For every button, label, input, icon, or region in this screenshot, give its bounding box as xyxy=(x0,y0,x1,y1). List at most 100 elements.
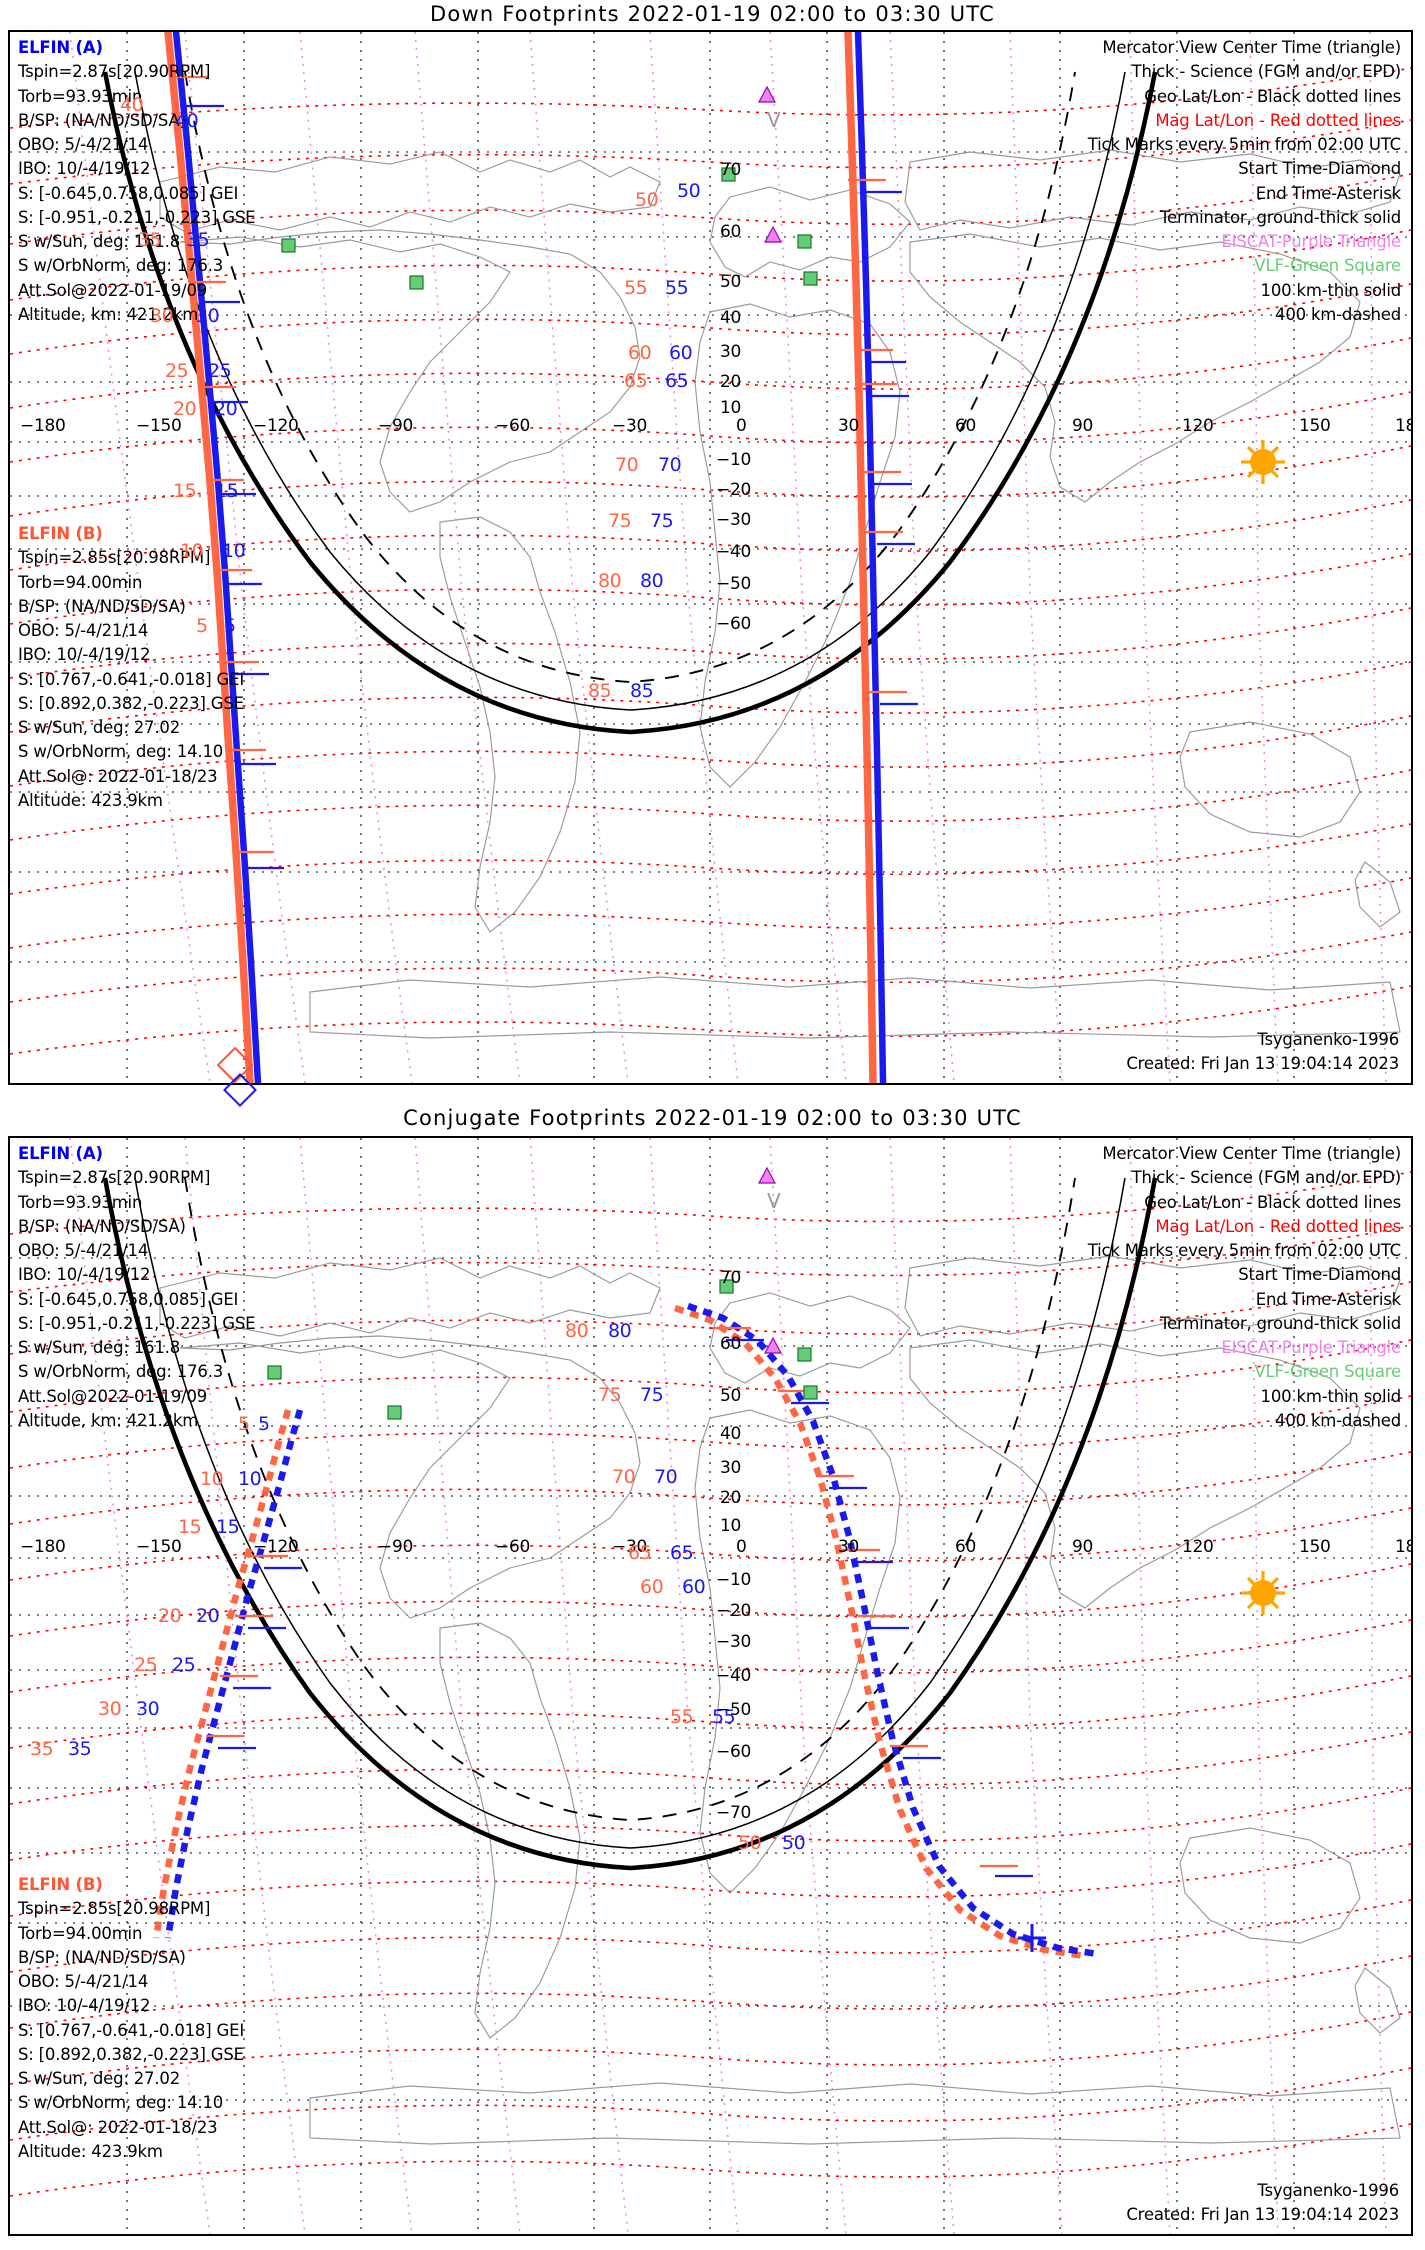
elfin-a-track-right xyxy=(854,32,887,1083)
lon-tick-conj-30: 30 xyxy=(838,1537,860,1557)
lat-tick-20: 20 xyxy=(720,372,742,392)
time-label-b-50: 50 xyxy=(635,189,659,211)
lat-tick--10: −10 xyxy=(716,450,751,470)
lat-tick-conj-50: 50 xyxy=(720,1386,742,1406)
elfin-b-header-conj: ELFIN (B) xyxy=(18,1875,103,1894)
time-label-conj-a-60: 60 xyxy=(682,1576,706,1598)
elfin-b-conj-line-6: S: [0.892,0.382,-0.223] GSE xyxy=(18,2044,244,2064)
lat-tick-10: 10 xyxy=(720,398,742,418)
lat-tick-conj--30: −30 xyxy=(716,1632,751,1652)
elfin-b-conj-line-5: S: [0.767,-0.641,-0.018] GEI xyxy=(18,2020,244,2040)
time-label-conj-b-5: 5 xyxy=(238,1413,250,1435)
lat-tick-70: 70 xyxy=(720,160,742,180)
lon-tick--120: −120 xyxy=(253,416,299,436)
time-label-conj-b-25: 25 xyxy=(134,1654,158,1676)
terminator-400km-line-conj xyxy=(184,1177,1076,1821)
elfin-b-conj-line-10: Altitude: 423.9km xyxy=(18,2141,163,2161)
lon-tick-conj--150: −150 xyxy=(136,1537,182,1557)
legend-conj-item-8: EISCAT-Purple Triangle xyxy=(1221,1338,1401,1357)
page-title-conj: Conjugate Footprints 2022-01-19 02:00 to… xyxy=(403,1106,1022,1130)
time-label-a-55: 55 xyxy=(665,277,689,299)
terminator-ground-line-conj xyxy=(102,1177,1158,1871)
time-label-b-25: 25 xyxy=(165,360,189,382)
lat-tick--50: −50 xyxy=(716,574,751,594)
lon-tick-30: 30 xyxy=(838,416,860,436)
legend-item-11: 400 km-dashed xyxy=(1275,304,1401,324)
elfin-b-info-block-conj: ELFIN (B) Tspin=2.85s[20.98RPM] Torb=94.… xyxy=(18,1873,244,2164)
lat-tick-conj-70: 70 xyxy=(720,1268,742,1288)
legend-conj-item-11: 400 km-dashed xyxy=(1275,1410,1401,1430)
time-label-conj-b-15: 15 xyxy=(178,1516,202,1538)
time-label-conj-a-50: 50 xyxy=(782,1832,806,1854)
lon-tick-conj--60: −60 xyxy=(495,1537,530,1557)
model-name-conj: Tsyganenko-1996 xyxy=(1257,2180,1399,2200)
time-label-conj-a-10: 10 xyxy=(238,1468,262,1490)
elfin-a-line-5: S: [-0.645,0.758,0.085] GEI xyxy=(18,183,239,203)
lon-tick--30: −30 xyxy=(612,416,647,436)
time-label-b-65: 65 xyxy=(624,370,648,392)
lat-tick--40: −40 xyxy=(716,542,751,562)
time-label-a-5: 5 xyxy=(224,615,236,637)
lat-tick-conj--20: −20 xyxy=(716,1601,751,1621)
created-stamp-conj: Created: Fri Jan 13 19:04:14 2023 xyxy=(1126,2205,1399,2225)
elfin-b-line-7: S w/Sun, deg: 27.02 xyxy=(18,718,180,737)
lon-tick-conj--90: −90 xyxy=(378,1537,413,1557)
elfin-b-line-10: Altitude: 423.9km xyxy=(18,790,163,810)
eiscat-triangle-icon xyxy=(758,85,782,243)
time-label-conj-a-80: 80 xyxy=(608,1320,632,1342)
elfin-a-track-left xyxy=(172,32,262,1083)
elfin-a-line-0: Tspin=2.87s[20.90RPM] xyxy=(18,62,211,82)
elfin-b-line-0: Tspin=2.85s[20.98RPM] xyxy=(18,548,211,568)
time-label-conj-b-70: 70 xyxy=(612,1466,636,1488)
time-label-conj-a-75: 75 xyxy=(640,1384,664,1406)
page-title-down: Down Footprints 2022-01-19 02:00 to 03:3… xyxy=(430,2,995,26)
time-label-conj-a-5: 5 xyxy=(258,1413,270,1435)
elfin-a-conj-line-8: S w/OrbNorm, deg: 176.3 xyxy=(18,1362,224,1382)
elfin-b-line-6: S: [0.892,0.382,-0.223] GSE xyxy=(18,693,244,713)
lon-tick-conj--120: −120 xyxy=(253,1537,299,1557)
model-name: Tsyganenko-1996 xyxy=(1257,1029,1399,1049)
elfin-b-conj-line-2: B/SP: (NA/ND/SD/SA) xyxy=(18,1947,186,1967)
lon-tick--60: −60 xyxy=(495,416,530,436)
end-time-asterisk-marker xyxy=(1018,1924,1046,1952)
elfin-b-track-left xyxy=(164,32,254,1083)
time-label-conj-a-15: 15 xyxy=(216,1516,240,1538)
elfin-b-line-9: Att.Sol@: 2022-01-18/23 xyxy=(18,766,218,786)
time-label-a-60: 60 xyxy=(669,342,693,364)
map-legend-down: Mercator View Center Time (triangle) Thi… xyxy=(1088,36,1401,327)
elfin-a-line-6: S: [-0.951,-0.211,-0.223] GSE xyxy=(18,207,256,227)
lon-tick-conj--180b: −180 xyxy=(20,1537,66,1557)
lon-tick-150: 150 xyxy=(1299,416,1331,436)
lat-tick--60: −60 xyxy=(716,614,751,634)
elfin-a-line-3: OBO: 5/-4/21/14 xyxy=(18,135,149,154)
lon-tick--150: −150 xyxy=(136,416,182,436)
elfin-b-info-block-down: ELFIN (B) Tspin=2.85s[20.98RPM] Torb=94.… xyxy=(18,522,244,813)
lon-tick-conj-150: 150 xyxy=(1299,1537,1331,1557)
time-label-b-75: 75 xyxy=(608,510,632,532)
time-label-conj-a-35: 35 xyxy=(68,1738,92,1760)
time-label-a-70: 70 xyxy=(658,454,682,476)
legend-conj-item-9: VLF-Green Square xyxy=(1254,1362,1401,1382)
time-label-conj-a-65: 65 xyxy=(670,1542,694,1564)
time-label-a-40: 40 xyxy=(175,110,199,132)
time-label-conj-a-55: 55 xyxy=(712,1706,736,1728)
time-label-a-25: 25 xyxy=(208,360,232,382)
lon-tick--180: −180 xyxy=(20,416,66,436)
legend-item-0: Mercator View Center Time (triangle) xyxy=(1102,38,1401,57)
elfin-a-conj-line-10: Altitude, km: 421.2km xyxy=(18,1410,199,1430)
time-label-conj-b-60: 60 xyxy=(640,1576,664,1598)
lat-tick--30: −30 xyxy=(716,510,751,530)
map-canvas-conj: V ELFIN (A) Tspin=2.87s[20.90RPM] Torb=9… xyxy=(8,1136,1413,2236)
elfin-a-conj-line-4: IBO: 10/-4/19/12 xyxy=(18,1265,151,1285)
elfin-b-line-4: IBO: 10/-4/19/12 xyxy=(18,645,151,665)
time-label-a-35: 35 xyxy=(186,229,210,251)
lon-tick-120: 120 xyxy=(1182,416,1214,436)
down-footprints-panel: Down Footprints 2022-01-19 02:00 to 03:3… xyxy=(0,0,1425,1107)
elfin-a-line-9: Att.Sol@2022-01-19/09 xyxy=(18,280,208,300)
elfin-a-conj-track-right xyxy=(686,1302,1099,1958)
lat-tick-conj-60: 60 xyxy=(720,1334,742,1354)
time-label-b-60: 60 xyxy=(628,342,652,364)
time-label-conj-b-75: 75 xyxy=(598,1384,622,1406)
time-label-b-10: 10 xyxy=(180,540,204,562)
